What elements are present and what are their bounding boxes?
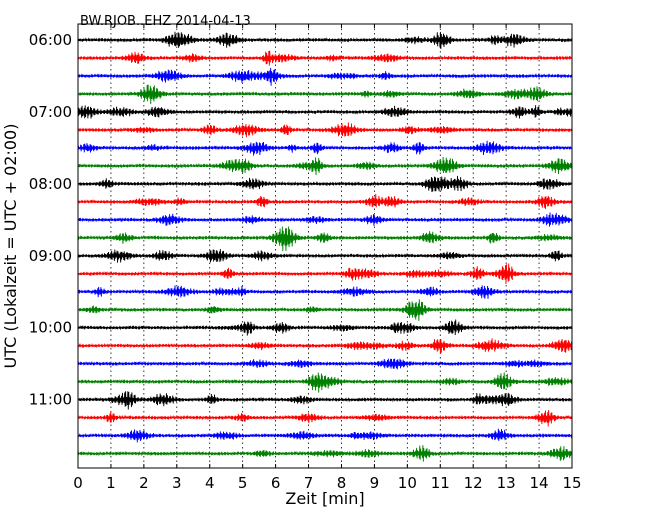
x-tick-label: 9 <box>370 474 380 492</box>
trace-line <box>77 391 573 410</box>
x-tick-label: 1 <box>106 474 116 492</box>
y-tick-label: 10:00 <box>29 319 72 337</box>
x-tick-label: 10 <box>398 474 417 492</box>
x-tick-label: 15 <box>562 474 581 492</box>
x-tick-label: 14 <box>530 474 549 492</box>
trace-line <box>77 122 573 138</box>
x-tick-label: 11 <box>431 474 450 492</box>
chart-title: BW.RJOB..EHZ 2014-04-13 <box>80 14 251 29</box>
x-tick-label: 4 <box>205 474 215 492</box>
x-tick-label: 2 <box>139 474 149 492</box>
y-axis: 06:00 07:00 08:00 09:00 10:00 11:00 <box>29 31 572 409</box>
x-tick-label: 5 <box>238 474 248 492</box>
trace-line <box>77 67 573 86</box>
trace-line <box>77 299 573 321</box>
x-tick-label: 12 <box>464 474 483 492</box>
trace-group <box>77 31 573 462</box>
trace-line <box>77 50 573 66</box>
y-tick-label: 09:00 <box>29 247 72 265</box>
trace-line <box>77 319 573 336</box>
trace-line <box>77 226 573 252</box>
trace-line <box>77 140 573 156</box>
trace-line <box>77 409 573 427</box>
trace-line <box>77 105 573 119</box>
trace-line <box>77 212 573 227</box>
x-tick-label: 8 <box>337 474 347 492</box>
trace-line <box>77 249 573 263</box>
x-axis: 0 1 2 3 4 5 6 7 8 9 10 11 12 13 14 15 <box>73 24 582 492</box>
y-tick-label: 07:00 <box>29 103 72 121</box>
x-tick-label: 6 <box>271 474 281 492</box>
y-tick-label: 08:00 <box>29 175 72 193</box>
x-tick-label: 0 <box>73 474 83 492</box>
y-tick-label: 06:00 <box>29 31 72 49</box>
trace-line <box>77 285 573 299</box>
trace-line <box>77 428 573 443</box>
x-tick-label: 3 <box>172 474 182 492</box>
trace-line <box>77 445 573 462</box>
trace-line <box>77 157 573 175</box>
trace-line <box>77 175 573 192</box>
x-tick-label: 13 <box>497 474 516 492</box>
trace-line <box>77 194 573 210</box>
y-tick-label: 11:00 <box>29 391 72 409</box>
x-axis-label: Zeit [min] <box>285 489 364 508</box>
trace-line <box>77 372 573 393</box>
plot-frame <box>77 23 573 469</box>
trace-line <box>77 338 573 354</box>
grid-lines <box>110 24 540 468</box>
x-tick-label: 7 <box>304 474 314 492</box>
trace-line <box>77 263 573 284</box>
trace-line <box>77 31 573 50</box>
trace-line <box>77 84 573 105</box>
trace-line <box>77 358 573 370</box>
y-axis-label: UTC (Lokalzeit = UTC + 02:00) <box>1 124 20 369</box>
